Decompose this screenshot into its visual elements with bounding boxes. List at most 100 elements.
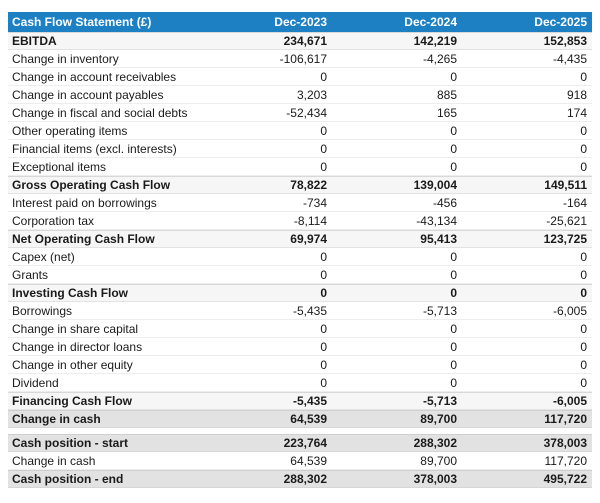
row-label: Cash position - end — [12, 472, 124, 486]
table-row: Grants 0 0 0 — [8, 266, 592, 284]
row-label: Change in other equity — [12, 357, 133, 372]
row-label: Change in cash — [12, 412, 101, 426]
row-label: Change in inventory — [12, 51, 119, 66]
row-value: -25,621 — [546, 213, 587, 228]
row-label: Grants — [12, 267, 49, 282]
row-value: -5,713 — [422, 303, 457, 318]
row-value: 0 — [450, 249, 457, 264]
table-row: Net Operating Cash Flow 69,974 95,413 123,7… — [8, 230, 592, 248]
row-label: Other operating items — [12, 123, 128, 138]
table-row: Cash position - end 288,302 378,003 495,722 — [8, 470, 592, 488]
row-label: Change in share capital — [12, 321, 139, 336]
table-row: Change in cash 64,539 89,700 117,720 — [8, 410, 592, 428]
column-header-dec-2025: Dec-2025 — [534, 15, 587, 29]
row-value: 64,539 — [290, 453, 327, 468]
table-row: Change in inventory -106,617 -4,265 -4,435 — [8, 50, 592, 68]
row-label: Capex (net) — [12, 249, 75, 264]
row-value: 0 — [320, 321, 327, 336]
row-value: 0 — [450, 267, 457, 282]
column-header-dec-2024: Dec-2024 — [404, 15, 457, 29]
table-row: Corporation tax -8,114 -43,134 -25,621 — [8, 212, 592, 230]
row-value: -5,435 — [292, 394, 327, 408]
row-value: 0 — [320, 69, 327, 84]
row-value: 89,700 — [420, 412, 457, 426]
table-row: Change in other equity 0 0 0 — [8, 356, 592, 374]
table-row: Financial items (excl. interests) 0 0 0 — [8, 140, 592, 158]
row-value: 0 — [580, 339, 587, 354]
row-value: 64,539 — [290, 412, 327, 426]
row-label: Change in fiscal and social debts — [12, 105, 188, 120]
row-value: 0 — [320, 375, 327, 390]
row-value: 0 — [580, 357, 587, 372]
row-label: Change in account receivables — [12, 69, 177, 84]
row-label: Exceptional items — [12, 159, 107, 174]
table-row: Capex (net) 0 0 0 — [8, 248, 592, 266]
row-value: -52,434 — [286, 105, 327, 120]
row-value: 0 — [580, 141, 587, 156]
row-label: Investing Cash Flow — [12, 286, 129, 300]
row-value: 123,725 — [543, 232, 587, 246]
table-row: Change in account receivables 0 0 0 — [8, 68, 592, 86]
row-value: -4,265 — [422, 51, 457, 66]
row-label: Change in account payables — [12, 87, 164, 102]
row-value: 0 — [580, 69, 587, 84]
row-value: -5,435 — [292, 303, 327, 318]
row-value: 885 — [436, 87, 457, 102]
row-value: 918 — [566, 87, 587, 102]
row-label: Change in director loans — [12, 339, 143, 354]
column-header-dec-2023: Dec-2023 — [274, 15, 327, 29]
row-value: 378,003 — [413, 472, 457, 486]
row-value: 0 — [450, 69, 457, 84]
table-row: Change in fiscal and social debts -52,434… — [8, 104, 592, 122]
row-value: 174 — [566, 105, 587, 120]
row-value: 0 — [450, 357, 457, 372]
row-value: -106,617 — [279, 51, 327, 66]
row-label: Borrowings — [12, 303, 73, 318]
row-value: 0 — [320, 249, 327, 264]
row-value: -6,005 — [552, 394, 587, 408]
row-value: 0 — [320, 339, 327, 354]
row-value: 0 — [450, 286, 457, 300]
row-value: 139,004 — [413, 178, 457, 192]
row-value: 0 — [450, 159, 457, 174]
row-value: 165 — [436, 105, 457, 120]
table-row: Gross Operating Cash Flow 78,822 139,004 14… — [8, 176, 592, 194]
row-value: -734 — [302, 195, 327, 210]
row-value: 89,700 — [420, 453, 457, 468]
row-value: 223,764 — [283, 436, 327, 450]
table-row: Dividend 0 0 0 — [8, 374, 592, 392]
row-value: 0 — [580, 375, 587, 390]
table-title: Cash Flow Statement (£) — [12, 15, 152, 29]
row-label: Corporation tax — [12, 213, 95, 228]
row-label: Dividend — [12, 375, 59, 390]
row-value: 117,720 — [544, 412, 587, 426]
table-header-row: Cash Flow Statement (£) Dec-2023 Dec-202… — [8, 12, 592, 32]
row-value: 69,974 — [290, 232, 327, 246]
row-value: 0 — [320, 159, 327, 174]
row-value: 0 — [320, 141, 327, 156]
row-value: 0 — [450, 123, 457, 138]
row-value: 288,302 — [283, 472, 327, 486]
row-label: EBITDA — [12, 34, 57, 48]
table-row: Investing Cash Flow 0 0 0 — [8, 284, 592, 302]
cash-flow-statement-table: Cash Flow Statement (£) Dec-2023 Dec-202… — [8, 12, 592, 488]
row-value: 495,722 — [543, 472, 587, 486]
row-value: 0 — [320, 286, 327, 300]
row-value: 0 — [580, 123, 587, 138]
section-gap — [8, 428, 592, 434]
row-value: -6,005 — [552, 303, 587, 318]
row-value: 378,003 — [543, 436, 587, 450]
row-value: 0 — [580, 321, 587, 336]
row-label: Change in cash — [12, 453, 96, 468]
row-value: 0 — [450, 375, 457, 390]
row-value: 0 — [320, 123, 327, 138]
row-value: 0 — [580, 267, 587, 282]
table-row: Borrowings -5,435 -5,713 -6,005 — [8, 302, 592, 320]
table-row: Other operating items 0 0 0 — [8, 122, 592, 140]
table-row: EBITDA 234,671 142,219 152,853 — [8, 32, 592, 50]
table-row: Exceptional items 0 0 0 — [8, 158, 592, 176]
row-value: -8,114 — [293, 213, 327, 228]
row-value: 0 — [450, 321, 457, 336]
row-value: 117,720 — [544, 453, 588, 468]
row-value: 234,671 — [283, 34, 327, 48]
